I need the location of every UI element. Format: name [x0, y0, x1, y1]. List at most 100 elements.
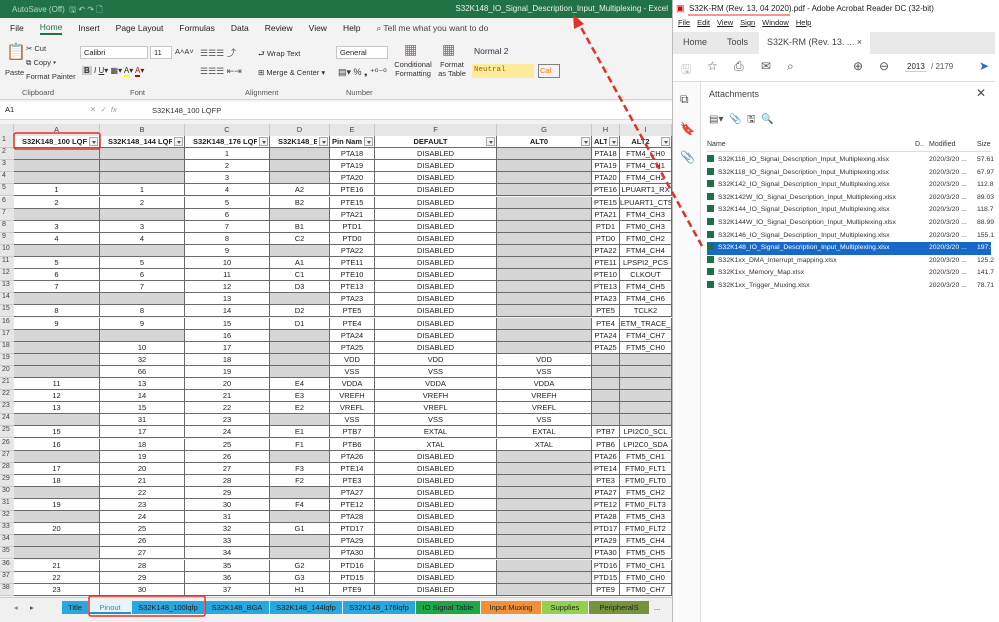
table-cell[interactable]: PTE15: [330, 196, 375, 209]
filter-dropdown-icon[interactable]: [609, 137, 618, 146]
table-cell[interactable]: [270, 329, 330, 342]
table-cell[interactable]: 7: [185, 220, 270, 233]
table-cell[interactable]: PTD0: [330, 232, 375, 245]
table-cell[interactable]: FTM4_CH1: [620, 160, 672, 173]
table-cell[interactable]: FTM4_CH4: [620, 244, 672, 257]
table-cell[interactable]: [100, 160, 185, 173]
ribbon-tab-home[interactable]: Home: [39, 22, 63, 35]
table-cell[interactable]: 25: [185, 438, 270, 451]
font-name-select[interactable]: Calibri: [80, 46, 148, 59]
table-cell[interactable]: 66: [100, 365, 185, 378]
table-cell[interactable]: PTA24: [592, 329, 620, 342]
attachment-row[interactable]: S32K116_IO_Signal_Description_Input_Mult…: [707, 154, 994, 167]
table-cell[interactable]: 21: [185, 390, 270, 403]
table-cell[interactable]: [14, 293, 100, 306]
row-header[interactable]: 8: [0, 220, 14, 233]
table-cell[interactable]: 19: [185, 365, 270, 378]
table-cell[interactable]: DISABLED: [375, 196, 497, 209]
paste-button[interactable]: Paste: [5, 68, 25, 77]
table-cell[interactable]: [14, 172, 100, 185]
table-cell[interactable]: PTA27: [592, 486, 620, 499]
table-cell[interactable]: [100, 329, 185, 342]
menu-file[interactable]: File: [678, 18, 691, 27]
tell-me-search[interactable]: ⌕ Tell me what you want to do: [376, 22, 489, 33]
table-cell[interactable]: PTA28: [592, 511, 620, 524]
table-cell[interactable]: PTA25: [592, 341, 620, 354]
table-cell[interactable]: [14, 547, 100, 560]
formula-input[interactable]: S32K148_100 LQFP: [152, 106, 222, 115]
row-header[interactable]: 17: [0, 329, 14, 342]
table-cell[interactable]: 27: [185, 462, 270, 475]
sheet-tab-title[interactable]: Title: [62, 601, 88, 614]
table-cell[interactable]: DISABLED: [375, 571, 497, 584]
table-cell[interactable]: PTA23: [592, 293, 620, 306]
table-cell[interactable]: DISABLED: [375, 148, 497, 161]
table-cell[interactable]: 22: [14, 571, 100, 584]
ribbon-tab-file[interactable]: File: [10, 23, 24, 33]
filter-dropdown-icon[interactable]: [174, 137, 183, 146]
table-cell[interactable]: PTD1: [592, 220, 620, 233]
table-cell[interactable]: PTE9: [592, 583, 620, 596]
table-cell[interactable]: 10: [100, 341, 185, 354]
table-cell[interactable]: 13: [185, 293, 270, 306]
column-header-A[interactable]: A: [14, 124, 100, 136]
table-cell[interactable]: DISABLED: [375, 499, 497, 512]
table-cell[interactable]: PTA19: [592, 160, 620, 173]
table-cell[interactable]: PTB7: [330, 426, 375, 439]
table-cell[interactable]: 9: [100, 317, 185, 330]
table-cell[interactable]: 30: [185, 499, 270, 512]
sheet-tab-s32k148_176lqfp[interactable]: S32K148_176lqfp: [343, 601, 415, 614]
attachment-toolbar[interactable]: ▤▾ 📎 🖫 🔍: [709, 114, 774, 125]
table-cell[interactable]: 26: [100, 535, 185, 548]
format-painter-button[interactable]: Format Painter: [26, 72, 76, 81]
table-cell[interactable]: FTM0_CH2: [620, 232, 672, 245]
table-cell[interactable]: [497, 160, 592, 173]
table-cell[interactable]: 18: [14, 474, 100, 487]
table-cell[interactable]: DISABLED: [375, 244, 497, 257]
table-cell[interactable]: [14, 208, 100, 221]
table-cell[interactable]: 13: [14, 402, 100, 415]
table-cell[interactable]: [497, 571, 592, 584]
table-cell[interactable]: 20: [14, 523, 100, 536]
table-cell[interactable]: 15: [14, 426, 100, 439]
table-cell[interactable]: DISABLED: [375, 293, 497, 306]
attachment-row[interactable]: S32K144W_IO_Signal_Description_Input_Mul…: [707, 217, 994, 230]
table-cell[interactable]: 18: [185, 353, 270, 366]
table-cell[interactable]: 25: [100, 523, 185, 536]
table-cell[interactable]: PTD17: [592, 523, 620, 536]
table-cell[interactable]: 8: [14, 305, 100, 318]
tab-home[interactable]: Home: [683, 37, 708, 47]
table-cell[interactable]: [14, 365, 100, 378]
table-cell[interactable]: 16: [185, 329, 270, 342]
table-cell[interactable]: A1: [270, 257, 330, 270]
table-cell[interactable]: 5: [185, 196, 270, 209]
table-cell[interactable]: FTM4_CH6: [620, 293, 672, 306]
table-cell[interactable]: DISABLED: [375, 208, 497, 221]
table-cell[interactable]: 2: [14, 196, 100, 209]
table-cell[interactable]: PTD16: [330, 559, 375, 572]
filter-dropdown-icon[interactable]: [319, 137, 328, 146]
table-cell[interactable]: 3: [185, 172, 270, 185]
table-cell[interactable]: PTE5: [330, 305, 375, 318]
table-cell[interactable]: 37: [185, 583, 270, 596]
table-cell[interactable]: 11: [14, 378, 100, 391]
table-cell[interactable]: 35: [185, 559, 270, 572]
filter-dropdown-icon[interactable]: [89, 137, 98, 146]
table-cell[interactable]: 8: [100, 305, 185, 318]
filter-dropdown-icon[interactable]: [259, 137, 268, 146]
table-cell[interactable]: [270, 160, 330, 173]
table-cell[interactable]: PTA30: [592, 547, 620, 560]
table-cell[interactable]: 24: [185, 426, 270, 439]
table-cell[interactable]: LPUART1_CTS: [620, 196, 672, 209]
table-cell[interactable]: PTE9: [330, 583, 375, 596]
attachment-row[interactable]: S32K146_IO_Signal_Description_Input_Mult…: [707, 230, 994, 243]
table-cell[interactable]: 31: [185, 511, 270, 524]
table-cell[interactable]: 36: [185, 571, 270, 584]
table-cell[interactable]: [14, 414, 100, 427]
style-neutral[interactable]: Neutral: [472, 64, 534, 78]
table-cell[interactable]: DISABLED: [375, 559, 497, 572]
table-cell[interactable]: VREFL: [375, 402, 497, 415]
table-cell[interactable]: 32: [185, 523, 270, 536]
table-cell[interactable]: 5: [100, 257, 185, 270]
table-cell[interactable]: PTE16: [592, 184, 620, 197]
